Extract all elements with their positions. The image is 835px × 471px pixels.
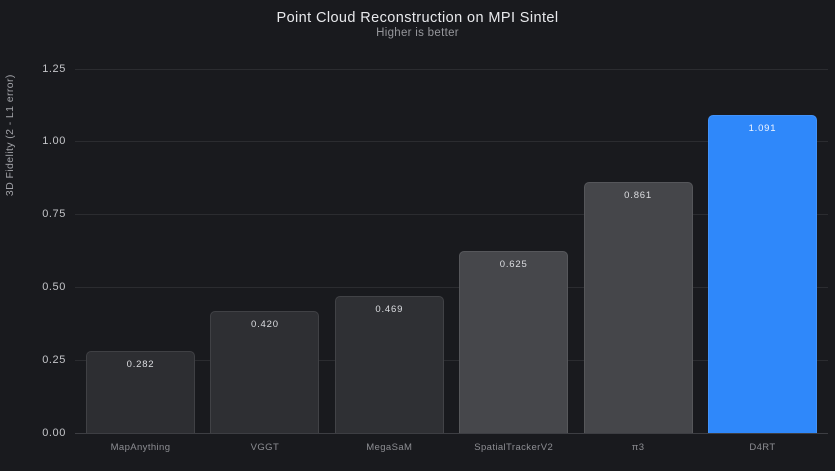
gridline: 1.25 [42, 63, 828, 75]
gridline: 0.25 [42, 354, 828, 366]
y-tick-label: 0.50 [42, 280, 66, 293]
bar-slot: 0.420 VGGT [210, 69, 320, 453]
y-tick-label: 0.00 [42, 426, 66, 439]
bar-slot: 0.282 MapAnything [86, 69, 195, 453]
gridline: 0.00 [42, 427, 828, 439]
y-tick-label: 0.25 [42, 353, 66, 366]
gridline: 0.50 [42, 281, 828, 293]
x-tick-label: π3 [631, 442, 645, 453]
chart-title: Point Cloud Reconstruction on MPI Sintel [276, 10, 559, 26]
gridline: 1.00 [42, 135, 828, 147]
bars-layer: 0.282 MapAnything 0.420 VGGT 0.469 MegaSaM 0.6… [75, 69, 828, 453]
bar: 0.861 [583, 182, 693, 433]
bar-value-label: 0.282 [126, 358, 155, 370]
x-tick-label: D4RT [749, 442, 776, 453]
bar: 0.420 [210, 310, 320, 433]
gridline: 0.75 [42, 208, 828, 220]
bar-value-label: 0.420 [251, 318, 279, 330]
y-tick-label: 0.75 [42, 208, 66, 221]
bar: 0.625 [459, 251, 569, 433]
x-tick-label: SpatialTrackerV2 [474, 442, 554, 453]
bar: 0.282 [86, 350, 195, 433]
x-tick-label: VGGT [250, 442, 280, 453]
chart-subtitle: Higher is better [376, 27, 459, 39]
plot-area: 0.00 0.25 0.50 0.75 1.00 1.25 0.282 MapAnythin… [42, 63, 828, 453]
x-tick-label: MapAnything [110, 442, 171, 453]
bar-value-label: 0.469 [375, 304, 404, 316]
bar-value-label: 0.625 [499, 259, 528, 270]
y-axis-title: 3D Fidelity (2 - L1 error) [4, 74, 16, 197]
y-tick-label: 1.00 [42, 135, 66, 148]
x-tick-label: MegaSaM [366, 442, 413, 453]
bar-slot: 0.625 SpatialTrackerV2 [459, 69, 569, 453]
bar-slot: 0.469 MegaSaM [334, 69, 444, 453]
y-tick-label: 1.25 [42, 62, 66, 75]
bar: 0.469 [334, 296, 444, 433]
bar-value-label: 1.091 [748, 123, 777, 135]
bar-highlighted: 1.091 [707, 115, 817, 433]
bar-slot: 1.091 D4RT [707, 69, 817, 453]
bar-slot: 0.861 π3 [583, 69, 693, 453]
bar-value-label: 0.861 [624, 190, 652, 202]
